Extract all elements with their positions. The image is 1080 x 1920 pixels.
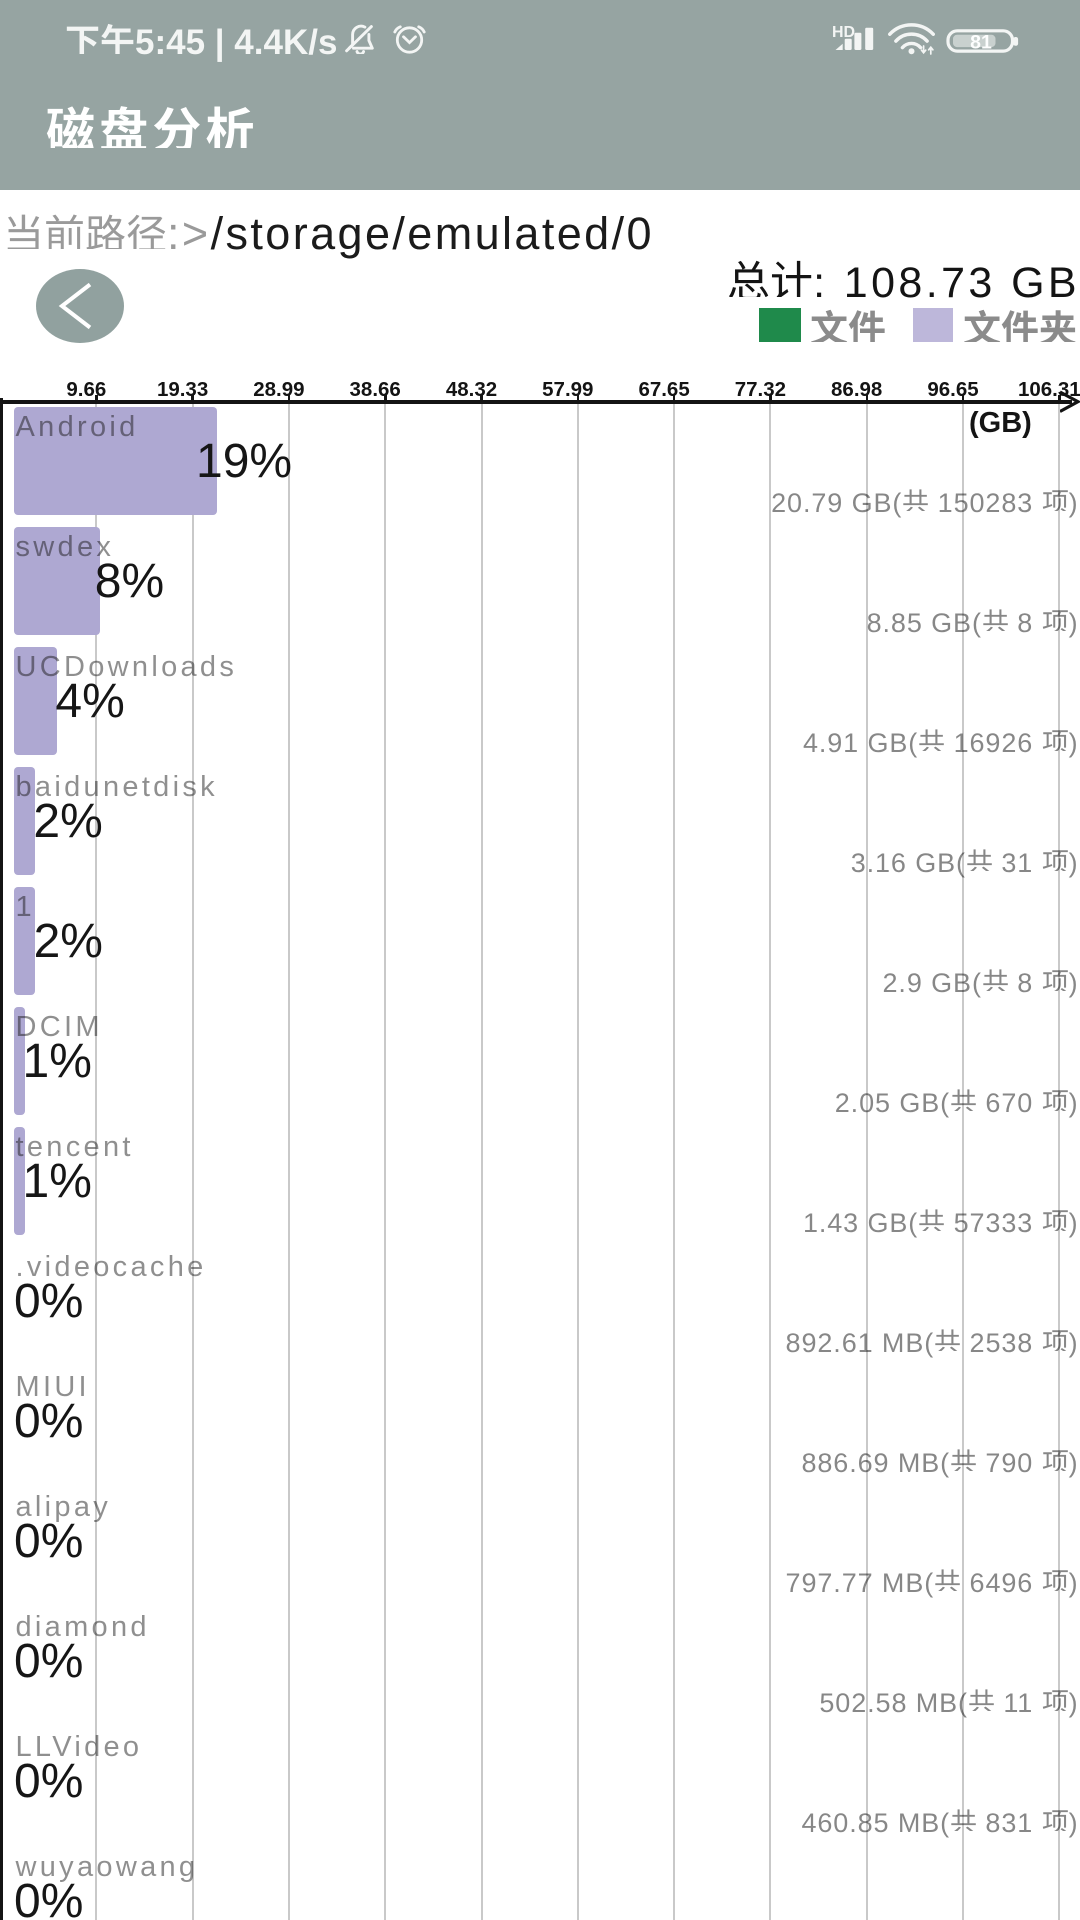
svg-text:81: 81 <box>970 31 992 53</box>
